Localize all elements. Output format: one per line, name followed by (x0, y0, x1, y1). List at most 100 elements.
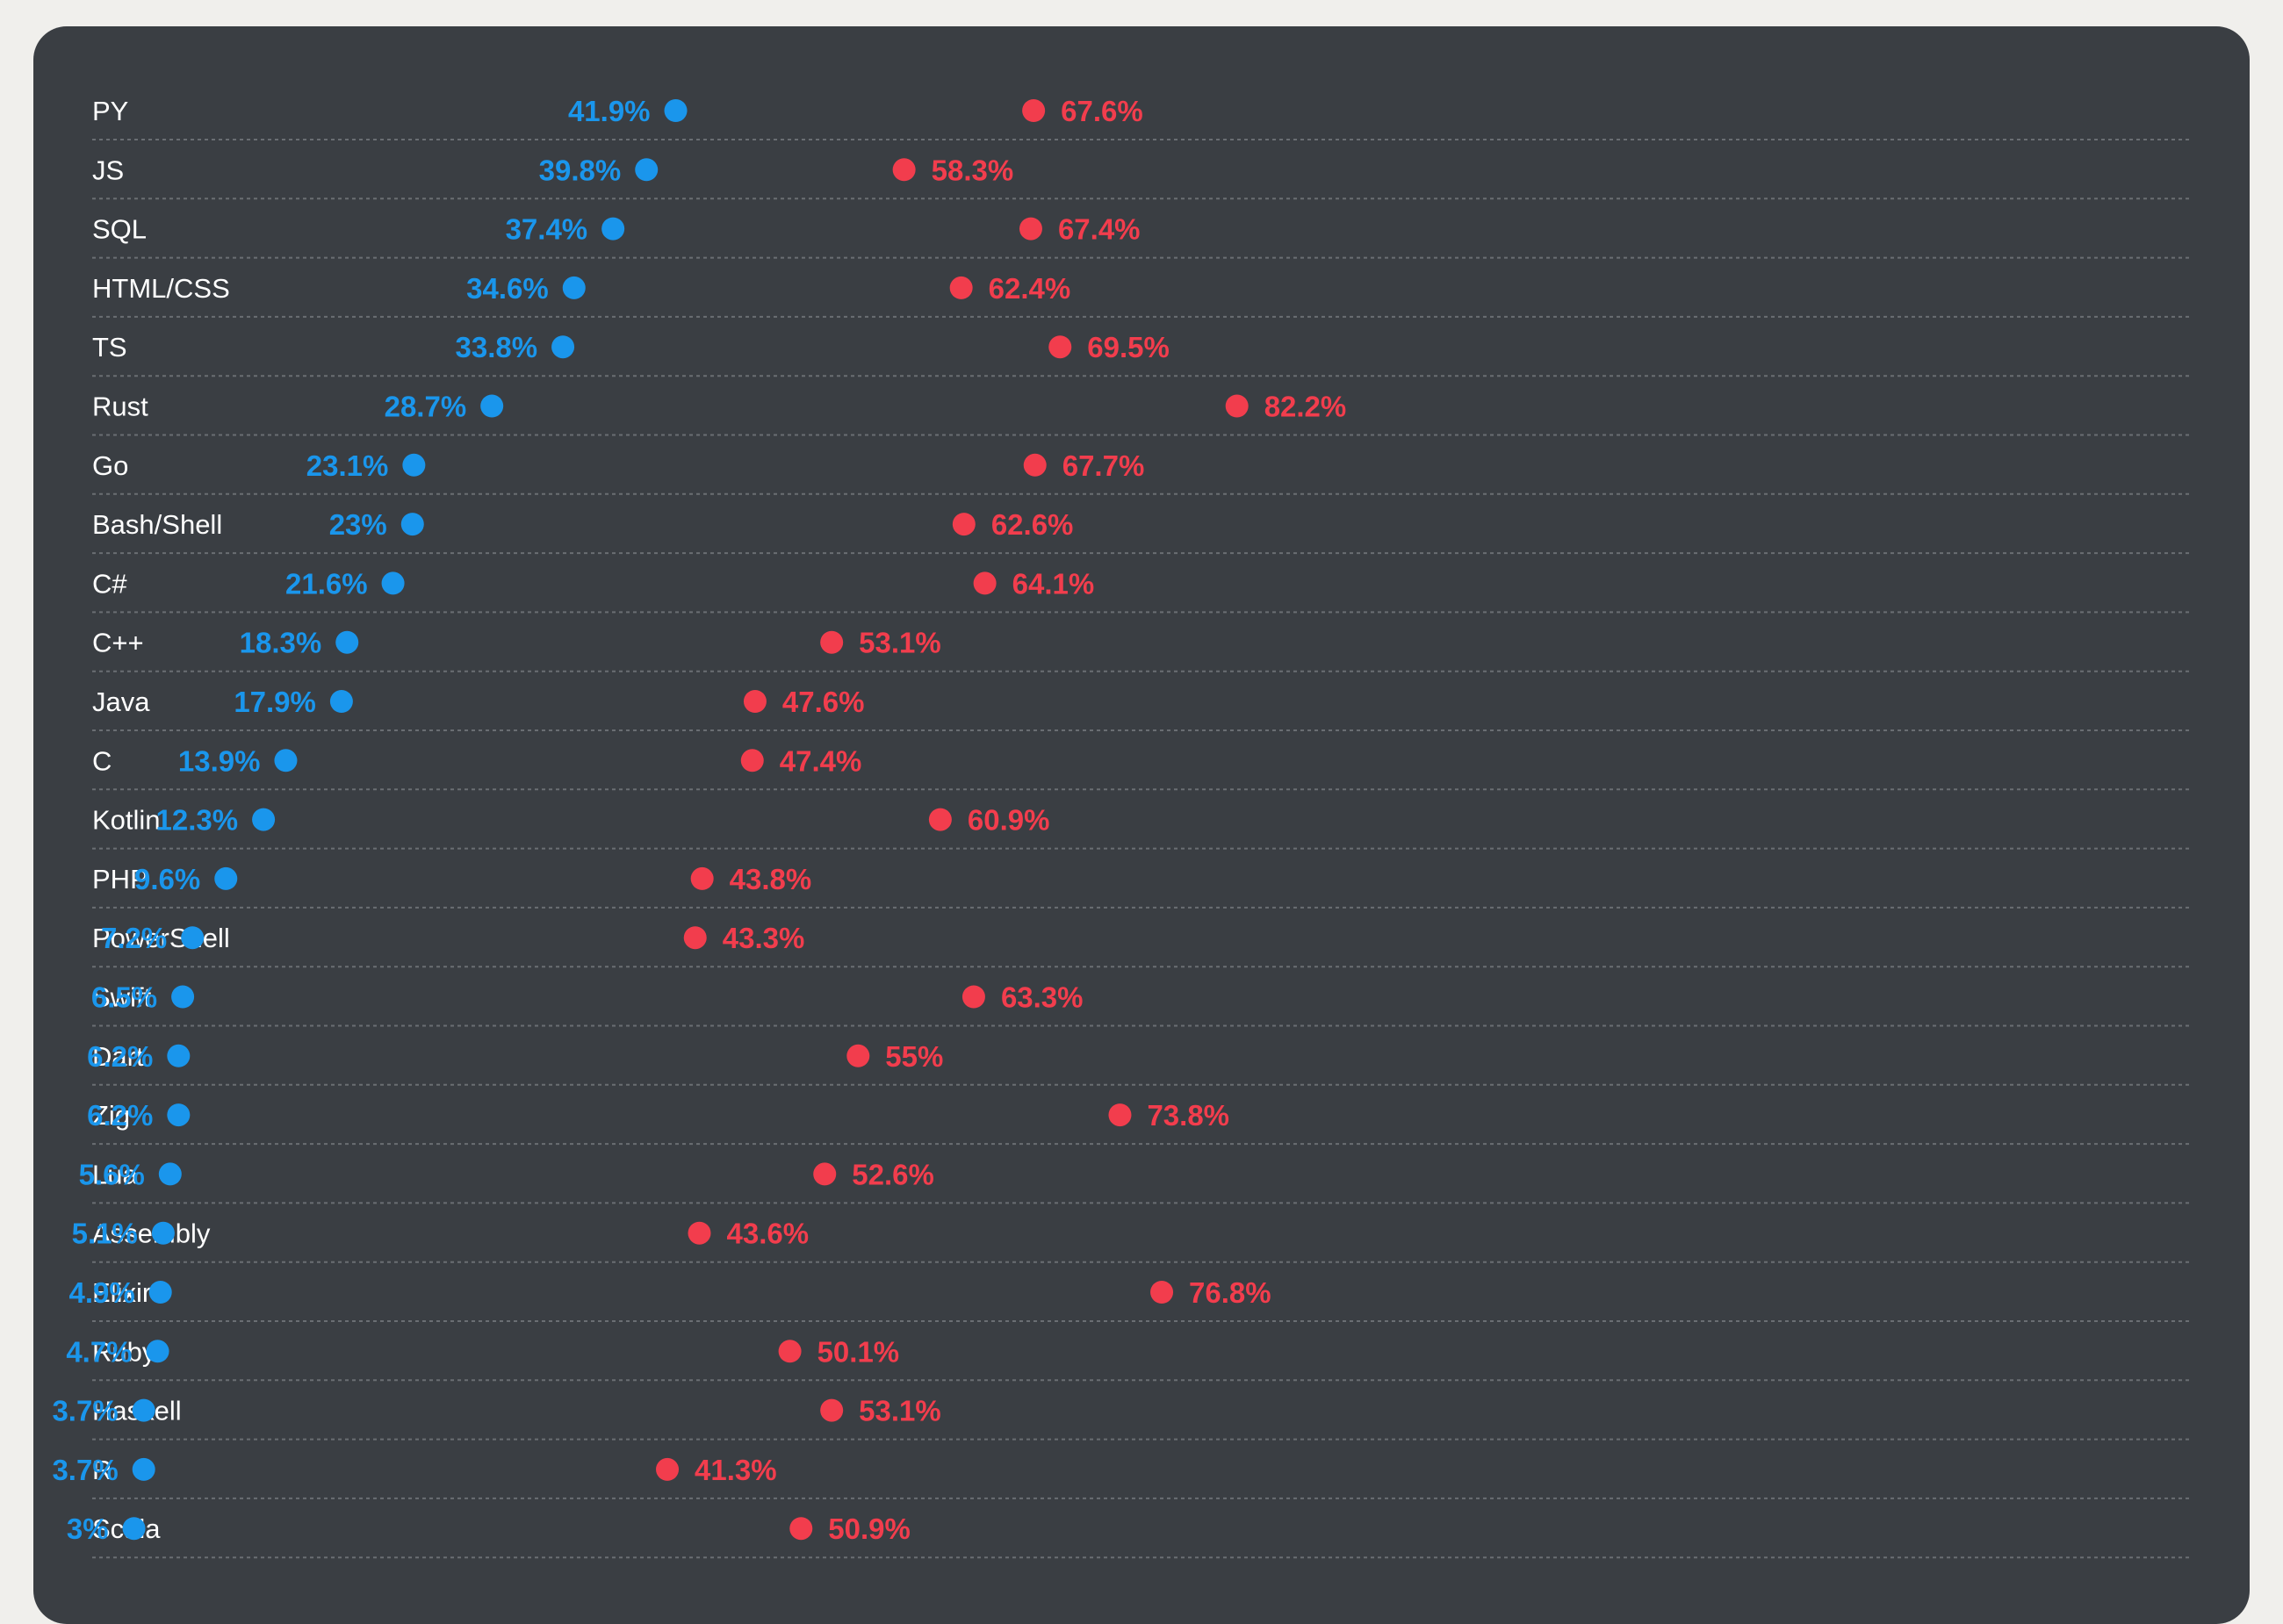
start-value-label: 41.9% (568, 95, 651, 127)
end-value-label: 52.6% (852, 1158, 934, 1190)
language-label: C (92, 745, 112, 776)
start-dot (132, 1457, 155, 1481)
start-value-label: 5.1% (72, 1218, 138, 1250)
start-dot (132, 1398, 155, 1422)
end-value-label: 76.8% (1189, 1276, 1271, 1309)
start-value-label: 7.2% (101, 922, 167, 954)
start-dot (402, 453, 426, 477)
start-dot (146, 1340, 169, 1363)
end-value-label: 47.6% (782, 686, 865, 718)
language-label: C# (92, 568, 127, 599)
end-value-label: 62.6% (991, 508, 1074, 541)
language-label: Bash/Shell (92, 509, 222, 540)
language-label: JS (92, 154, 124, 185)
start-dot (252, 808, 276, 831)
language-label: Ruby (92, 1336, 156, 1367)
row-scala: Scala3%50.9% (67, 1513, 2192, 1559)
start-dot (151, 1221, 175, 1245)
start-dot (329, 690, 353, 713)
end-dot (656, 1457, 680, 1481)
row-c: C 13.9% 47.4% (92, 744, 2192, 791)
end-dot (740, 749, 764, 772)
end-dot (1108, 1103, 1132, 1127)
start-dot (601, 217, 625, 241)
row-haskell: Haskell3.7%53.1% (52, 1395, 2192, 1441)
end-value-label: 67.7% (1062, 449, 1145, 482)
end-dot (928, 808, 952, 831)
end-dot (961, 985, 985, 1009)
end-dot (1022, 99, 1046, 122)
end-dot (743, 690, 767, 713)
end-value-label: 62.4% (989, 272, 1071, 305)
start-value-label: 6.5% (91, 981, 157, 1014)
language-label: C++ (92, 628, 144, 658)
start-dot (635, 158, 659, 182)
language-label: Dart (92, 1041, 144, 1072)
start-dot (122, 1517, 146, 1541)
start-dot (664, 99, 688, 122)
start-value-label: 18.3% (240, 627, 322, 659)
end-value-label: 50.9% (828, 1513, 911, 1545)
start-value-label: 9.6% (134, 863, 200, 895)
start-value-label: 23% (329, 508, 387, 541)
start-value-label: 39.8% (539, 154, 622, 186)
start-value-label: 6.2% (87, 1040, 153, 1073)
language-label: R (92, 1455, 112, 1485)
start-value-label: 23.1% (306, 449, 389, 482)
start-value-label: 21.6% (285, 567, 368, 600)
language-label: Go (92, 450, 128, 481)
start-dot (480, 394, 504, 418)
start-dot (167, 1044, 191, 1067)
end-value-label: 82.2% (1264, 391, 1347, 423)
chart-card: PY 41.9% 67.6% JS 39.8% 58.3% SQL 37.4% 67.4% HTM… (33, 26, 2250, 1624)
start-value-label: 17.9% (234, 686, 316, 718)
end-dot (1150, 1281, 1174, 1304)
start-value-label: 4.7% (66, 1335, 132, 1368)
language-label: Swift (92, 982, 152, 1013)
end-value-label: 53.1% (859, 627, 941, 659)
end-value-label: 43.6% (726, 1218, 809, 1250)
end-dot (1225, 394, 1249, 418)
row-r: R3.7% 41.3% (52, 1454, 2192, 1499)
start-dot (181, 926, 205, 950)
dumbbell-chart: PY 41.9% 67.6% JS 39.8% 58.3% SQL 37.4% 67.4% HTM… (52, 95, 2192, 1559)
end-value-label: 55% (885, 1040, 943, 1073)
start-value-label: 6.2% (87, 1099, 153, 1132)
row-go: Go 23.1% 67.7% (92, 449, 2192, 495)
end-dot (952, 513, 976, 536)
start-value-label: 3.7% (52, 1454, 118, 1486)
row-html-css: HTML/CSS 34.6% 62.4% (92, 272, 2192, 318)
end-value-label: 43.8% (730, 863, 812, 895)
start-dot (400, 513, 424, 536)
end-dot (688, 1221, 711, 1245)
start-dot (148, 1281, 172, 1304)
start-dot (562, 276, 586, 299)
language-label: HTML/CSS (92, 273, 230, 304)
end-dot (949, 276, 973, 299)
start-value-label: 4.9% (68, 1276, 134, 1309)
end-dot (973, 571, 997, 595)
row-js: JS 39.8% 58.3% (92, 154, 2192, 200)
start-value-label: 13.9% (178, 744, 261, 777)
end-value-label: 60.9% (968, 804, 1050, 837)
end-value-label: 47.4% (780, 744, 862, 777)
language-label: Rust (92, 392, 148, 422)
end-dot (892, 158, 916, 182)
start-value-label: 34.6% (466, 272, 549, 305)
start-value-label: 37.4% (506, 213, 588, 246)
row-py: PY 41.9% 67.6% (92, 95, 2192, 140)
language-label: Elixir (92, 1277, 151, 1308)
end-dot (820, 1398, 844, 1422)
start-value-label: 5.6% (79, 1158, 145, 1190)
language-label: PHP (92, 864, 148, 895)
row-ts: TS 33.8% 69.5% (92, 331, 2192, 377)
